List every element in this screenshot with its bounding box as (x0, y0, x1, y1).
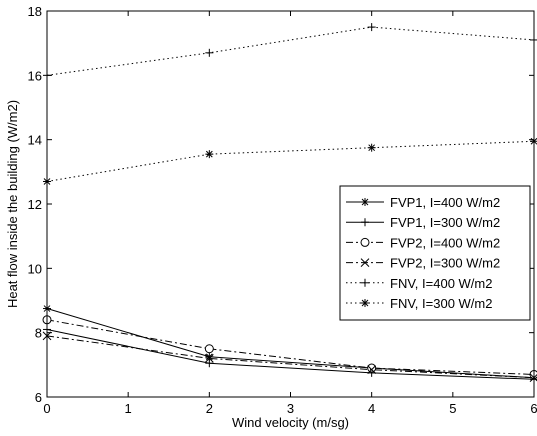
x-tick-label: 3 (287, 401, 294, 416)
series-line (46, 140, 535, 182)
x-tick-label: 2 (206, 401, 213, 416)
legend-box (339, 185, 531, 321)
series-line (46, 308, 535, 379)
x-tick-label: 5 (449, 401, 456, 416)
y-tick-label: 10 (28, 261, 42, 276)
legend-entry: FVP1, I=400 W/m2 (346, 195, 500, 210)
legend-entry: FVP1, I=300 W/m2 (346, 215, 500, 230)
series-line (46, 328, 535, 380)
legend-marker (360, 237, 370, 247)
legend-label: FVP2, I=300 W/m2 (390, 256, 500, 271)
y-tick-label: 8 (35, 326, 42, 341)
legend-entry: FNV, I=300 W/m2 (346, 296, 492, 311)
legend-marker (361, 278, 369, 287)
legend-label: FNV, I=400 W/m2 (390, 276, 492, 291)
legend-marker (361, 198, 369, 206)
data-point (367, 143, 376, 152)
legend-marker (361, 299, 369, 307)
y-tick-label: 16 (28, 68, 42, 83)
series-line (46, 26, 535, 76)
y-tick-label: 14 (28, 133, 42, 148)
x-tick-label: 1 (125, 401, 132, 416)
series-line (46, 335, 535, 379)
x-tick-label: 4 (368, 401, 375, 416)
legend-label: FVP1, I=400 W/m2 (390, 195, 500, 210)
x-axis-label: Wind velocity (m/sg) (232, 415, 349, 430)
data-point (367, 365, 377, 375)
legend-entry: FVP2, I=400 W/m2 (346, 235, 500, 250)
series-4 (42, 331, 537, 383)
x-tick-label: 6 (530, 401, 537, 416)
data-point (367, 23, 376, 32)
data-point (204, 344, 214, 354)
legend-marker (361, 218, 369, 227)
data-point (367, 363, 377, 373)
data-point (205, 48, 214, 57)
legend-marker (360, 258, 370, 267)
legend-entry: FVP2, I=300 W/m2 (346, 256, 500, 271)
legend-label: FVP2, I=400 W/m2 (390, 235, 500, 250)
legend-entry: FNV, I=400 W/m2 (346, 276, 492, 291)
y-tick-label: 12 (28, 197, 42, 212)
legend-label: FVP1, I=300 W/m2 (390, 215, 500, 230)
y-tick-label: 18 (28, 4, 42, 19)
data-point (205, 359, 214, 368)
legend: FVP1, I=400 W/m2 FVP1, I=300 W/m2 FVP2, I=… (339, 185, 531, 321)
series-line (46, 319, 535, 375)
y-tick-label: 6 (35, 390, 42, 405)
y-axis-label: Heat flow inside the building (W/m2) (5, 100, 20, 308)
data-point (205, 150, 214, 159)
x-tick-label: 0 (43, 401, 50, 416)
data-point (204, 354, 214, 363)
legend-label: FNV, I=300 W/m2 (390, 296, 492, 311)
